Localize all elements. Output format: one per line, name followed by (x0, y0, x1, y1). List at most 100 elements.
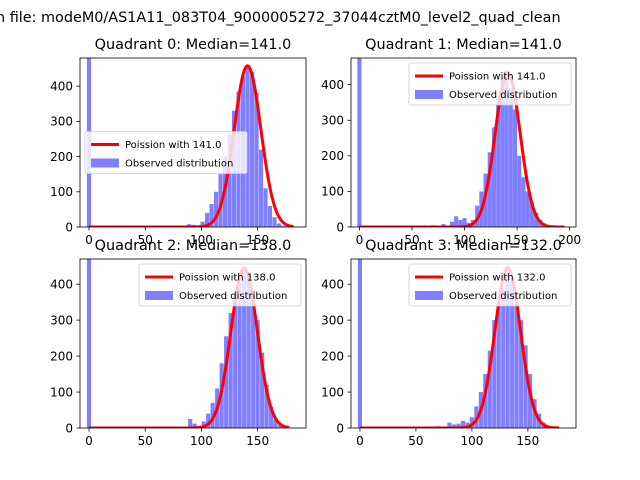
legend-bar-swatch (145, 291, 173, 300)
histogram-bar (517, 155, 522, 227)
histogram-bar (456, 423, 461, 428)
legend: Poission with 141.0 Observed distribution (408, 62, 572, 106)
histogram-bars (357, 259, 551, 428)
histogram-bar (496, 302, 501, 428)
y-tick-label: 400 (50, 79, 73, 93)
y-tick-label: 400 (321, 78, 344, 92)
legend-box (138, 263, 302, 307)
y-tick-label: 300 (50, 313, 73, 327)
histogram-bar (454, 216, 459, 227)
axes-frame (350, 258, 577, 429)
axes-frame (79, 57, 307, 228)
legend-entry: Poission with 138.0 (179, 273, 275, 284)
histogram-bar (487, 350, 492, 428)
axes-frame (79, 258, 307, 429)
x-tick-label: 50 (138, 233, 153, 247)
legend-entry: Poission with 132.0 (449, 273, 545, 284)
legend-entry: Observed distribution (449, 291, 557, 302)
histogram-bar (523, 345, 528, 428)
histogram-bar (227, 133, 232, 227)
histogram-bar (451, 424, 457, 428)
histogram-bar (460, 420, 466, 428)
histogram-bar (218, 174, 223, 227)
quadrant-3-panel: Quadrant 3: Median=132.0 0 50 100 150 0 100 200… (321, 238, 577, 448)
x-tick-label: 100 (453, 233, 476, 247)
histogram-bar (233, 294, 238, 428)
histogram-bar (512, 109, 518, 227)
y-tick-label: 100 (321, 185, 344, 199)
histogram-bar (267, 205, 273, 227)
quadrant-2-panel: Quadrant 2: Median=138.0 0 50 100 150 0 100 200… (50, 238, 307, 448)
histogram-bar (254, 93, 259, 227)
histogram-bar (204, 212, 210, 227)
x-tick-label: 50 (404, 233, 419, 247)
y-tick-label: 300 (321, 114, 344, 128)
y-tick-label: 100 (321, 385, 344, 399)
histogram-bar (224, 336, 229, 428)
histogram-bar (246, 273, 251, 428)
histogram-bar (269, 406, 274, 428)
histogram-bar (510, 280, 515, 428)
quadrant-title: Quadrant 0: Median=141.0 (95, 37, 292, 53)
x-tick-label: 150 (246, 233, 269, 247)
y-tick-label: 300 (321, 313, 344, 327)
histogram-bar (264, 384, 269, 428)
y-tick-label: 0 (65, 421, 73, 435)
histogram-bar (458, 219, 463, 227)
y-tick-label: 0 (336, 421, 344, 435)
histogram-bar (213, 191, 219, 227)
histogram-bar (469, 417, 474, 428)
histogram-bar (487, 152, 492, 227)
y-tick-label: 200 (321, 349, 344, 363)
histogram-bar (491, 127, 497, 227)
histogram-bar (514, 303, 519, 428)
y-tick-label: 100 (50, 385, 73, 399)
histogram-bar (237, 282, 242, 428)
y-tick-label: 400 (321, 277, 344, 291)
histogram-bar (529, 202, 534, 227)
y-tick-label: 0 (65, 220, 73, 234)
y-tick-label: 300 (50, 115, 73, 129)
histogram-bar (500, 77, 505, 227)
histogram-bar (273, 419, 278, 428)
histogram-bar (200, 221, 205, 227)
histogram-bar (260, 352, 265, 428)
legend: Poission with 138.0 Observed distribution (138, 263, 302, 307)
histogram-bar (449, 221, 454, 227)
y-tick-label: 0 (336, 220, 344, 234)
y-tick-label: 200 (50, 349, 73, 363)
histogram-bar (86, 259, 92, 428)
histogram-bar (357, 58, 362, 227)
histogram-bar (276, 223, 282, 227)
histogram-bar (357, 259, 363, 428)
y-tick-label: 400 (50, 277, 73, 291)
histogram-bar (249, 72, 255, 227)
histogram-bar (521, 177, 526, 227)
histogram-bar (263, 188, 268, 227)
legend-entry: Poission with 141.0 (449, 72, 545, 83)
quadrant-title: Quadrant 1: Median=141.0 (365, 37, 562, 53)
histogram-bar (242, 267, 247, 428)
quadrant-0-panel: Quadrant 0: Median=141.0 0 50 100 150 0 100 200… (50, 37, 307, 247)
y-tick-label: 200 (50, 150, 73, 164)
x-tick-label: 100 (460, 434, 483, 448)
x-tick-label: 0 (356, 434, 364, 448)
x-tick-label: 0 (85, 434, 93, 448)
histogram-bar (210, 402, 215, 428)
legend-box (84, 131, 248, 174)
legend: Poission with 132.0 Observed distribution (408, 263, 572, 307)
x-tick-label: 150 (506, 233, 529, 247)
histogram-bar (209, 204, 214, 227)
axes-frame (350, 57, 577, 228)
histogram-bar (272, 217, 277, 227)
histogram-bar (188, 419, 193, 428)
histogram-bar (505, 266, 510, 428)
legend-bar-swatch (91, 158, 119, 168)
x-tick-label: 50 (138, 434, 153, 448)
histogram-bar (492, 320, 497, 428)
legend-box (408, 263, 572, 307)
legend-bar-swatch (415, 291, 443, 300)
legend: Poission with 141.0 Observed distribution (84, 131, 248, 174)
histogram-bar (258, 149, 264, 227)
